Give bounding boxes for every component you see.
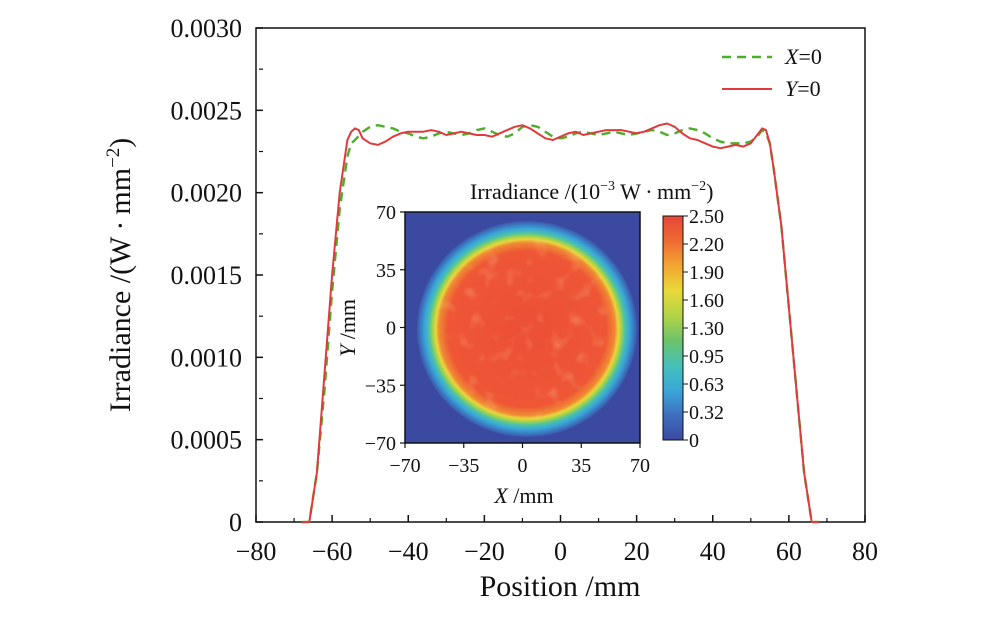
main-x-tick-label: 80 [852,537,878,566]
inset-title-exp2: −2 [691,179,706,194]
main-x-tick-label: −60 [312,537,353,566]
main-y-tick-label: 0.0015 [171,261,243,290]
colorbar-tick-label: 0.32 [689,402,724,424]
main-y-tick-label: 0.0005 [171,426,243,455]
legend-rest-x0: =0 [798,44,821,69]
y-label-close: ) [104,138,137,148]
inset-x-tick-label: 35 [571,455,591,477]
inset-y-ticks: 70 35 0 −35 −70 [365,202,405,455]
main-x-axis-label: Position /mm [480,570,641,603]
main-y-tick-label: 0.0030 [171,14,243,43]
main-y-tick-label: 0.0020 [171,179,243,208]
inset-y-tick-label: −70 [365,433,396,455]
main-y-tick-label: 0.0025 [171,96,243,125]
inset-x-tick-label: 0 [518,455,528,477]
inset-x-tick-label: 70 [630,455,650,477]
legend: X=0 Y=0 [722,44,822,101]
inset-y-tick-label: 70 [376,202,396,224]
inset-x-axis-label: X /mm [493,483,553,508]
inset-y-tick-label: −35 [365,375,396,397]
inset-x-ticks: −70 −35 0 35 70 [389,443,650,477]
colorbar-ticks: 2.50 2.20 1.90 1.60 1.30 0.95 0.63 0.32 0 [683,206,724,452]
colorbar-tick-label: 1.60 [689,290,724,312]
main-y-tick-label: 0 [229,508,242,537]
colorbar-tick-label: 1.30 [689,318,724,340]
main-x-tick-label: 60 [776,537,802,566]
inset-x-tick-label: −70 [389,455,420,477]
colorbar-tick-label: 1.90 [689,262,724,284]
main-y-ticks: 0 0.0005 0.0010 0.0015 0.0020 0.0025 0.0030 [171,14,263,537]
inset-y-var: Y [335,342,360,357]
main-x-tick-label: −20 [464,537,505,566]
legend-rest-y0: =0 [797,76,820,101]
main-x-tick-label: −80 [236,537,277,566]
legend-var-y0: Y [785,76,800,101]
inset-x-rest: /mm [508,483,554,508]
inset-title-main: Irradiance /(10 [470,179,600,204]
colorbar: 2.50 2.20 1.90 1.60 1.30 0.95 0.63 0.32 0 [662,206,724,452]
legend-label-x0: X=0 [784,44,822,69]
inset-irradiance-mottle [435,238,619,420]
inset-x-var: X [493,483,509,508]
main-x-tick-label: 20 [624,537,650,566]
inset-y-tick-label: 0 [386,318,396,340]
main-y-axis-label: Irradiance /(W · mm−2) [103,138,137,413]
main-x-tick-label: 0 [554,537,567,566]
inset-x-tick-label: −35 [448,455,479,477]
inset-y-rest: /mm [335,299,360,345]
inset-y-tick-label: 35 [376,260,396,282]
colorbar-tick-label: 2.50 [689,206,724,228]
legend-var-x0: X [784,44,800,69]
colorbar-bar [662,215,684,441]
series-layer [301,122,820,524]
colorbar-tick-label: 0.95 [689,346,724,368]
y-label-exponent: −2 [103,148,124,168]
inset-title: Irradiance /(10−3 W · mm−2) [470,179,713,204]
series-line-x0 [301,124,820,524]
y-label-main: Irradiance /(W · mm [104,168,137,412]
main-y-tick-label: 0.0010 [171,343,243,372]
main-x-tick-label: −40 [388,537,429,566]
inset-title-close: ) [706,179,713,204]
series-line-y0 [301,122,820,523]
colorbar-tick-label: 2.20 [689,234,724,256]
inset-title-mid: W · mm [615,179,691,204]
inset-y-axis-label: Y /mm [335,299,360,357]
inset-heatmap: −70 −35 0 35 70 70 35 0 −35 −70 X /mm Y /mm Irra… [335,179,713,508]
inset-title-exp1: −3 [600,179,615,194]
main-x-ticks: −80 −60 −40 −20 0 20 40 60 80 [236,515,878,566]
legend-label-y0: Y=0 [785,76,821,101]
colorbar-tick-label: 0.63 [689,374,724,396]
colorbar-tick-label: 0 [689,430,699,452]
main-x-tick-label: 40 [700,537,726,566]
